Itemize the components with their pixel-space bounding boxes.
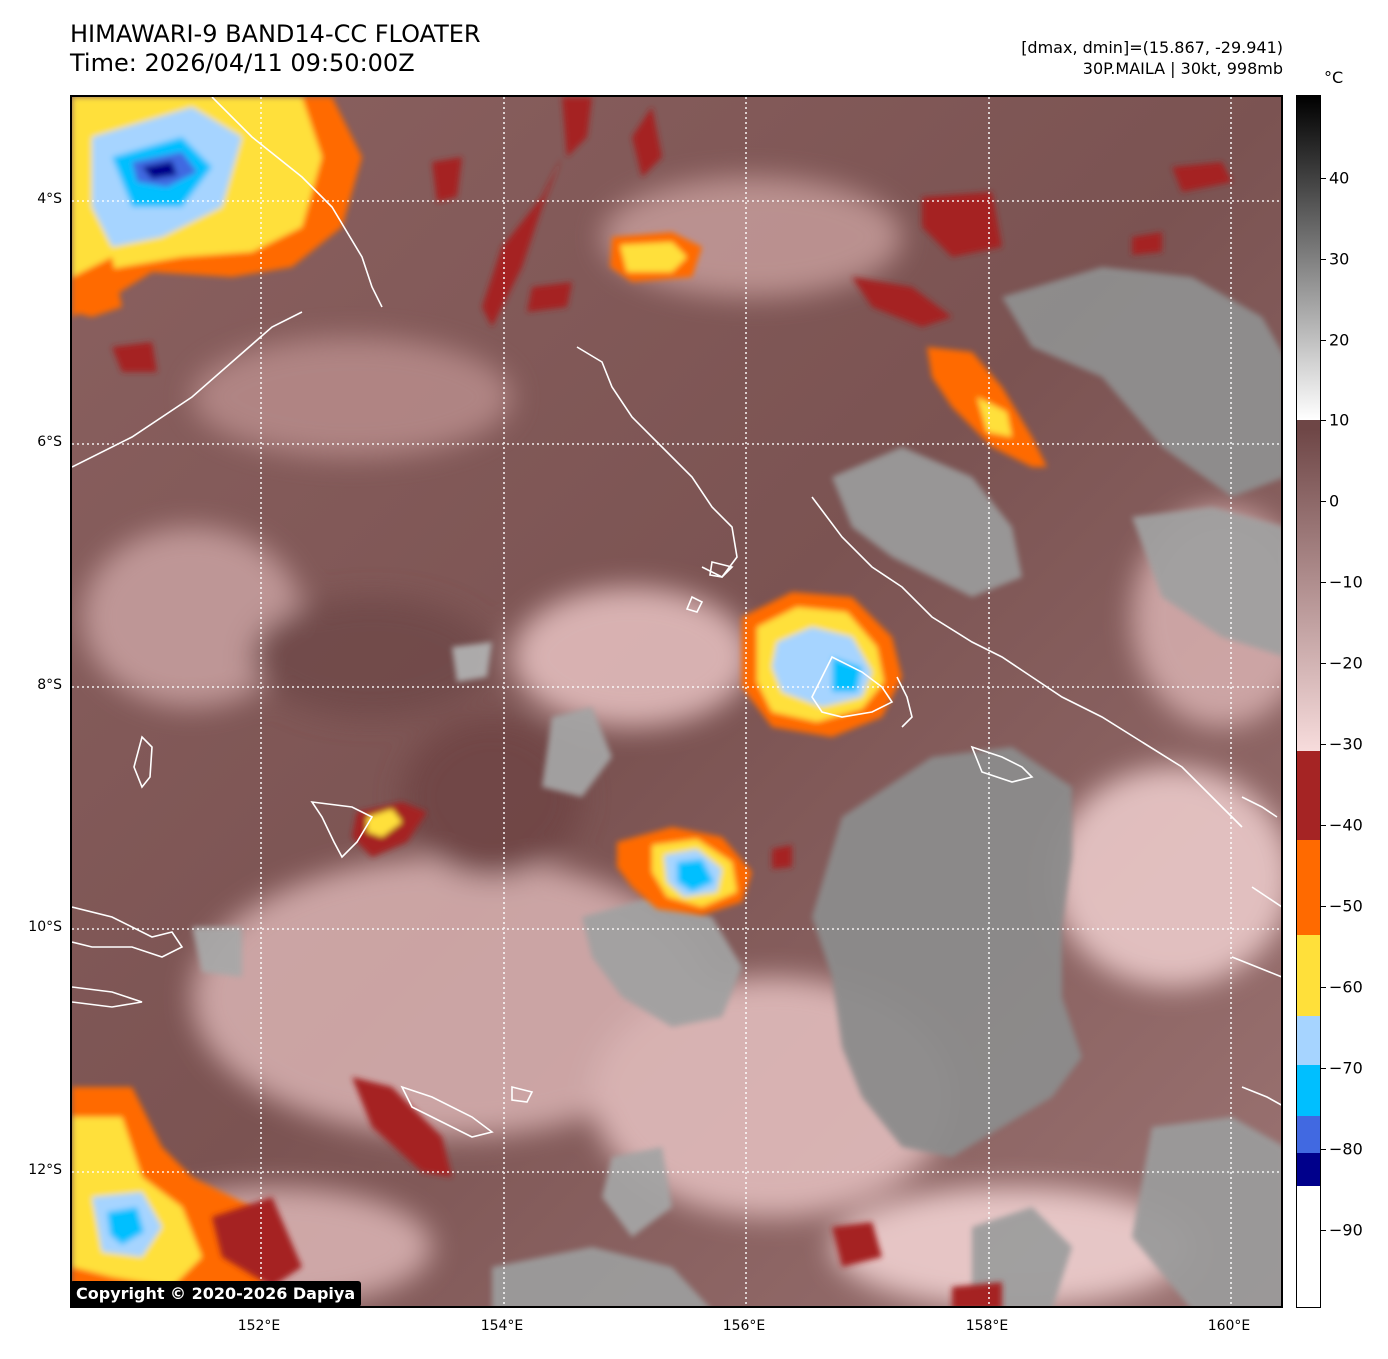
satellite-image-panel bbox=[70, 95, 1283, 1308]
storm-info: [dmax, dmin]=(15.867, -29.941) 30P.MAILA… bbox=[1021, 37, 1283, 79]
colorbar-tick-30: 30 bbox=[1329, 249, 1350, 269]
title-line-time: Time: 2026/04/11 09:50:00Z bbox=[70, 49, 415, 77]
title-line-product: HIMAWARI-9 BAND14-CC FLOATER bbox=[70, 20, 481, 48]
colorbar-tick-minus90: −90 bbox=[1329, 1220, 1363, 1240]
colorbar-tick-minus20: −20 bbox=[1329, 653, 1363, 673]
colorbar-tick-mark bbox=[1321, 825, 1326, 826]
data-range-text: [dmax, dmin]=(15.867, -29.941) bbox=[1021, 38, 1283, 57]
lon-label-152e: 152°E bbox=[237, 1318, 281, 1334]
satellite-imagery bbox=[72, 97, 1281, 1306]
colorbar-tick-mark bbox=[1321, 663, 1326, 664]
colorbar-tick-mark bbox=[1321, 420, 1326, 421]
colorbar-tick-minus10: −10 bbox=[1329, 572, 1363, 592]
lon-label-160e: 160°E bbox=[1207, 1318, 1251, 1334]
copyright-badge: Copyright © 2020-2026 Dapiya bbox=[70, 1281, 362, 1307]
lat-label-4s: 4°S bbox=[37, 191, 62, 207]
colorbar-tick-40: 40 bbox=[1329, 168, 1350, 188]
colorbar-tick-10: 10 bbox=[1329, 410, 1350, 430]
colorbar-tick-mark bbox=[1321, 744, 1326, 745]
lon-label-156e: 156°E bbox=[722, 1318, 766, 1334]
colorbar-tick-mark bbox=[1321, 1230, 1326, 1231]
colorbar-tick-mark bbox=[1321, 906, 1326, 907]
colorbar-tick-0: 0 bbox=[1329, 491, 1340, 511]
colorbar-tick-mark bbox=[1321, 259, 1326, 260]
lat-label-8s: 8°S bbox=[37, 677, 62, 693]
colorbar-tick-mark bbox=[1321, 501, 1326, 502]
colorbar-tick-minus60: −60 bbox=[1329, 977, 1363, 997]
colorbar bbox=[1296, 95, 1321, 1308]
lat-label-6s: 6°S bbox=[37, 434, 62, 450]
colorbar-tick-mark bbox=[1321, 340, 1326, 341]
colorbar-tick-minus50: −50 bbox=[1329, 896, 1363, 916]
lat-label-12s: 12°S bbox=[28, 1162, 62, 1178]
colorbar-tick-mark bbox=[1321, 1068, 1326, 1069]
colorbar-tick-mark bbox=[1321, 987, 1326, 988]
lon-label-158e: 158°E bbox=[965, 1318, 1009, 1334]
colorbar-tick-minus80: −80 bbox=[1329, 1139, 1363, 1159]
lat-label-10s: 10°S bbox=[28, 919, 62, 935]
colorbar-tick-minus30: −30 bbox=[1329, 734, 1363, 754]
colorbar-tick-20: 20 bbox=[1329, 330, 1350, 350]
colorbar-tick-minus70: −70 bbox=[1329, 1058, 1363, 1078]
map-title: HIMAWARI-9 BAND14-CC FLOATER Time: 2026/… bbox=[70, 20, 481, 78]
colorbar-unit: °C bbox=[1324, 68, 1344, 87]
colorbar-tick-minus40: −40 bbox=[1329, 815, 1363, 835]
colorbar-tick-mark bbox=[1321, 178, 1326, 179]
storm-name-text: 30P.MAILA | 30kt, 998mb bbox=[1082, 59, 1283, 78]
colorbar-tick-mark bbox=[1321, 1149, 1326, 1150]
colorbar-scale bbox=[1297, 96, 1320, 1307]
colorbar-tick-mark bbox=[1321, 582, 1326, 583]
lon-label-154e: 154°E bbox=[480, 1318, 524, 1334]
